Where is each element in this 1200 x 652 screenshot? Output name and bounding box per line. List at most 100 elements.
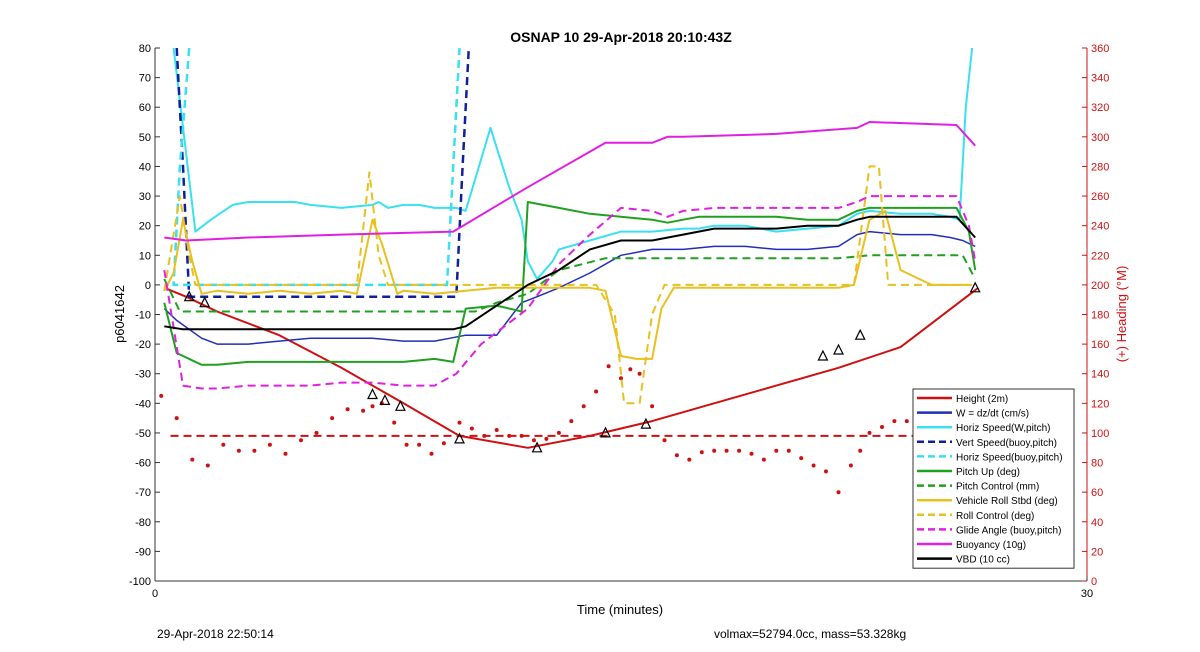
y2-tick-label: 200 xyxy=(1091,280,1109,292)
y2-tick-label: 300 xyxy=(1091,132,1109,144)
axes: 80706050403020100-10-20-30-40-50-60-70-8… xyxy=(129,43,1109,600)
heading-point xyxy=(674,453,679,458)
x-tick-label: 30 xyxy=(1081,588,1093,600)
y-tick-label: -20 xyxy=(135,339,151,351)
heading-point xyxy=(283,451,288,456)
y2-tick-label: 20 xyxy=(1091,546,1103,558)
plot-area xyxy=(159,48,981,495)
heading-point xyxy=(429,451,434,456)
height-marker xyxy=(367,388,378,400)
heading-point xyxy=(361,408,366,413)
series-line-horiz-speed-buoy-pitch xyxy=(172,48,461,287)
heading-point xyxy=(774,448,779,453)
y-tick-label: 10 xyxy=(139,250,151,262)
heading-point xyxy=(749,451,754,456)
heading-point xyxy=(699,450,704,455)
y2-tick-label: 260 xyxy=(1091,191,1109,203)
y2-tick-label: 100 xyxy=(1091,428,1109,440)
y-tick-label: -10 xyxy=(135,310,151,322)
heading-point xyxy=(581,404,586,409)
legend-label: Glide Angle (buoy,pitch) xyxy=(956,525,1061,536)
legend-label: Pitch Up (deg) xyxy=(956,467,1020,478)
heading-point xyxy=(619,376,623,381)
series-line-pitch-up-deg xyxy=(163,201,977,366)
height-marker xyxy=(379,394,391,405)
legend-label: Horiz Speed(buoy,pitch) xyxy=(956,452,1063,463)
y-tick-label: -50 xyxy=(135,428,151,440)
y-tick-label: 0 xyxy=(145,280,151,292)
heading-point xyxy=(457,420,462,425)
heading-point xyxy=(221,442,226,447)
heading-point xyxy=(159,393,164,398)
y-tick-label: 40 xyxy=(139,161,151,173)
legend-box xyxy=(912,388,1075,569)
footer-timestamp: 29-Apr-2018 22:50:14 xyxy=(157,627,274,641)
heading-point xyxy=(236,448,241,453)
y2-tick-label: 120 xyxy=(1091,398,1109,410)
heading-point xyxy=(892,419,897,424)
heading-point xyxy=(737,448,742,453)
y2-tick-label: 160 xyxy=(1091,339,1109,351)
height-marker xyxy=(454,432,465,444)
y-tick-label: 20 xyxy=(139,221,151,233)
height-marker xyxy=(600,426,611,438)
heading-point xyxy=(848,463,853,468)
series-line-vehicle-roll-stbd-deg xyxy=(163,209,973,360)
y-tick-label: -100 xyxy=(129,576,151,588)
heading-point xyxy=(824,469,828,474)
y2-tick-label: 180 xyxy=(1091,310,1109,322)
heading-point xyxy=(867,430,872,435)
y2-tick-label: 60 xyxy=(1091,487,1103,499)
y-tick-label: 50 xyxy=(139,132,151,144)
heading-point xyxy=(650,404,655,409)
y-tick-label: 80 xyxy=(139,43,151,55)
height-marker xyxy=(969,281,981,293)
footer-mass-info: volmax=52794.0cc, mass=53.328kg xyxy=(714,627,907,641)
legend-label: Horiz Speed(W,pitch) xyxy=(956,423,1050,434)
heading-point xyxy=(724,448,729,453)
x-tick-label: 0 xyxy=(152,588,158,600)
heading-point xyxy=(205,463,210,468)
height-marker xyxy=(833,343,844,355)
heading-point xyxy=(761,457,766,462)
heading-point xyxy=(556,430,561,435)
series-line-roll-control-deg xyxy=(163,165,969,405)
y-tick-label: 30 xyxy=(139,191,151,203)
y-axis-label: p6041642 xyxy=(112,285,127,343)
legend-label: Roll Control (deg) xyxy=(956,511,1034,522)
y2-tick-label: 40 xyxy=(1091,517,1103,529)
heading-point xyxy=(544,436,549,441)
heading-point xyxy=(712,448,717,453)
heading-point xyxy=(392,420,397,425)
heading-point xyxy=(880,425,884,429)
y-tick-label: -60 xyxy=(135,458,151,470)
y2-tick-label: 280 xyxy=(1091,161,1109,173)
heading-point xyxy=(687,457,692,462)
heading-point xyxy=(404,442,409,447)
heading-point xyxy=(836,490,841,495)
heading-point xyxy=(904,419,909,424)
height-marker xyxy=(640,417,652,429)
legend-label: Buoyancy (10g) xyxy=(956,540,1026,551)
heading-point xyxy=(190,457,195,462)
heading-point xyxy=(370,404,375,409)
height-marker xyxy=(199,296,211,308)
heading-point xyxy=(594,389,599,394)
heading-point xyxy=(532,438,536,443)
y2-tick-label: 240 xyxy=(1091,221,1109,233)
y2-axis-label: (+) Heading (°M) xyxy=(1114,266,1129,363)
y2-tick-label: 80 xyxy=(1091,458,1103,470)
y-tick-label: -40 xyxy=(135,398,151,410)
y-tick-label: -90 xyxy=(135,546,151,558)
y-tick-label: -80 xyxy=(135,517,151,529)
height-marker xyxy=(854,328,866,340)
y-tick-label: -70 xyxy=(135,487,151,499)
height-marker xyxy=(817,349,829,361)
legend-label: Pitch Control (mm) xyxy=(956,482,1039,493)
heading-point xyxy=(252,448,257,453)
heading-point xyxy=(469,426,474,431)
series-line-horiz-speed-w-pitch xyxy=(172,48,974,280)
series-line-buoyancy-10g xyxy=(164,121,976,242)
series-line-vbd-10-cc xyxy=(164,215,976,331)
